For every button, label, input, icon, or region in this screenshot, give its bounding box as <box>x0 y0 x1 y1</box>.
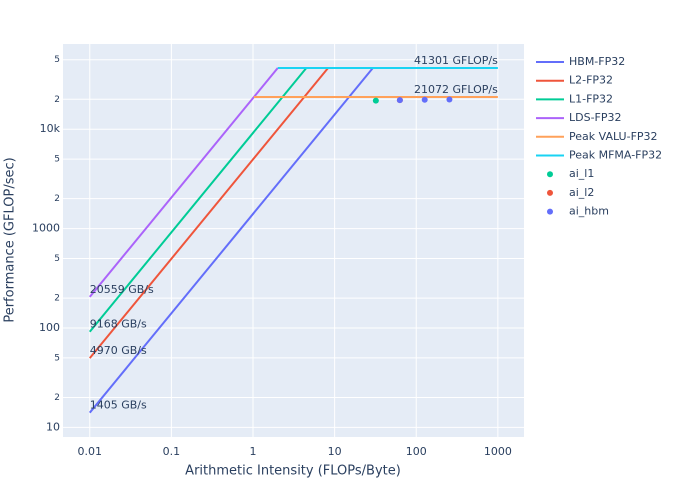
series-line <box>88 67 308 333</box>
legend-label: ai_l1 <box>569 167 594 180</box>
y-tick-label: 5 <box>54 55 60 65</box>
series-line <box>88 67 374 414</box>
x-tick-label: 0.1 <box>163 445 181 458</box>
data-point <box>372 97 379 104</box>
annotation: 20559 GB/s <box>90 283 154 296</box>
legend-label: HBM-FP32 <box>569 55 625 68</box>
legend-label: Peak MFMA-FP32 <box>569 149 662 162</box>
legend-swatch <box>547 171 553 178</box>
y-tick-label: 2 <box>54 194 60 204</box>
legend-label: ai_hbm <box>569 205 609 218</box>
y-tick-label: 5 <box>54 353 60 363</box>
data-point <box>446 96 453 103</box>
y-tick-label: 10k <box>40 122 61 135</box>
x-tick-label: 10 <box>328 445 342 458</box>
annotation: 4970 GB/s <box>90 344 147 357</box>
legend-label: L2-FP32 <box>569 74 613 87</box>
legend-label: ai_l2 <box>569 186 594 199</box>
y-tick-label: 100 <box>39 321 60 334</box>
x-axis-title: Arithmetic Intensity (FLOPs/Byte) <box>185 464 401 479</box>
y-tick-label: 5 <box>54 254 60 264</box>
plot-area <box>63 44 524 437</box>
x-tick-label: 100 <box>406 445 427 458</box>
y-axis-title: Performance (GFLOP/sec) <box>3 157 18 322</box>
series-line <box>88 67 279 298</box>
data-point <box>421 96 428 103</box>
y-tick-label: 2 <box>54 95 60 105</box>
annotation: 21072 GFLOP/s <box>414 83 498 96</box>
annotation: 41301 GFLOP/s <box>414 54 498 67</box>
y-tick-label: 2 <box>54 294 60 304</box>
legend-label: LDS-FP32 <box>569 111 622 124</box>
data-point <box>396 97 403 104</box>
series-line <box>88 67 329 359</box>
annotation: 9168 GB/s <box>90 318 147 331</box>
y-tick-label: 5 <box>54 155 60 165</box>
y-tick-label: 10 <box>46 420 60 433</box>
y-tick-label: 1000 <box>32 222 60 235</box>
x-tick-label: 1 <box>250 445 257 458</box>
y-tick-label: 2 <box>54 393 60 403</box>
legend-swatch <box>547 208 553 215</box>
x-tick-label: 0.01 <box>78 445 103 458</box>
legend-label: Peak VALU-FP32 <box>569 130 658 143</box>
x-tick-label: 1000 <box>484 445 512 458</box>
annotation: 1405 GB/s <box>90 399 147 412</box>
legend-label: L1-FP32 <box>569 92 613 105</box>
legend-swatch <box>547 189 553 196</box>
